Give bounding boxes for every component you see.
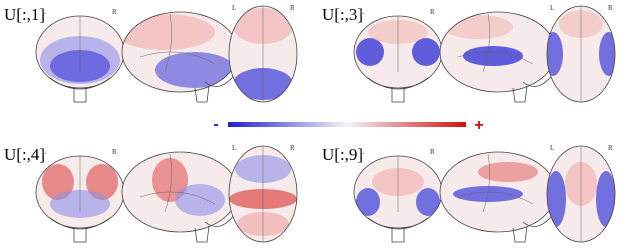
side-view [121,11,239,103]
activation-blob [155,52,235,88]
activations [453,162,538,202]
panel-title: U[:,3] [322,5,363,24]
activation-blob [356,188,380,216]
cerebellum [204,213,236,227]
activation-blob [42,164,74,200]
back-view [35,155,125,243]
activation-blob [547,171,566,227]
brainstem [194,225,210,243]
colorbar: - + [213,116,483,134]
sulcus [457,51,534,65]
activation-blob [412,38,440,66]
sulcus [164,13,172,73]
colorbar-gradient [228,122,466,127]
back-view [353,15,443,103]
panel: U[:,1]L R L R [4,4,298,103]
sulcus [482,153,490,213]
activation-blob [463,46,523,66]
cerebellum [522,73,554,87]
activations [152,158,225,216]
cerebellum [367,217,429,230]
cerebellum [49,77,111,90]
orientation-label: L [42,8,46,16]
orientation-label: R [290,4,295,12]
panel: U[:,4]L R L R [4,144,298,243]
orientation-label: R [430,8,435,16]
brainstem [512,225,528,243]
brainstem [391,88,405,103]
side-view [439,11,557,103]
sulcus [139,51,216,65]
brainstem [391,228,405,243]
cerebellum [49,217,111,230]
panel: U[:,3]L R L R [322,4,616,103]
top-view [546,145,616,243]
colorbar-min: - [213,116,218,133]
orientation-label: L [42,148,46,156]
side-view [439,151,557,243]
activation-blob [478,162,538,182]
panel-title: U[:,9] [322,145,363,164]
orientation-label: L [550,144,554,152]
activation-blob [152,158,188,202]
sulcus [164,153,172,213]
cerebellum [367,77,429,90]
orientation-label: R [112,148,117,156]
activation-blob [443,15,513,39]
orientation-label: R [112,8,117,16]
sulcus [457,191,534,205]
brainstem [194,85,210,103]
activations [122,14,235,88]
activation-blob [86,164,118,200]
activation-blob [416,188,440,216]
orientation-label: L [360,148,364,156]
brainstem [73,88,87,103]
colorbar-max: + [474,117,483,134]
orientation-label: R [608,144,613,152]
top-view [228,145,298,243]
orientation-label: R [290,144,295,152]
activation-blob [175,184,225,216]
panel: U[:,9]L R L R [322,144,616,243]
orientation-label: L [232,144,236,152]
activation-blob [596,171,615,227]
activation-blob [356,38,384,66]
orientation-label: L [360,8,364,16]
brainstem [73,228,87,243]
orientation-label: L [232,4,236,12]
top-view [228,5,298,103]
orientation-label: L [550,4,554,12]
back-view [35,15,125,103]
activation-blob [599,32,615,76]
cerebellum [204,73,236,87]
panel-title: U[:,4] [4,145,45,164]
brainstem [512,85,528,103]
panel-title: U[:,1] [4,5,45,24]
side-view [121,151,239,243]
sulcus [482,13,490,73]
orientation-label: R [430,148,435,156]
back-view [353,155,443,243]
sulcus [139,191,216,205]
activation-blob [453,186,523,202]
orientation-label: R [608,4,613,12]
top-view [546,5,616,103]
cerebellum [522,213,554,227]
